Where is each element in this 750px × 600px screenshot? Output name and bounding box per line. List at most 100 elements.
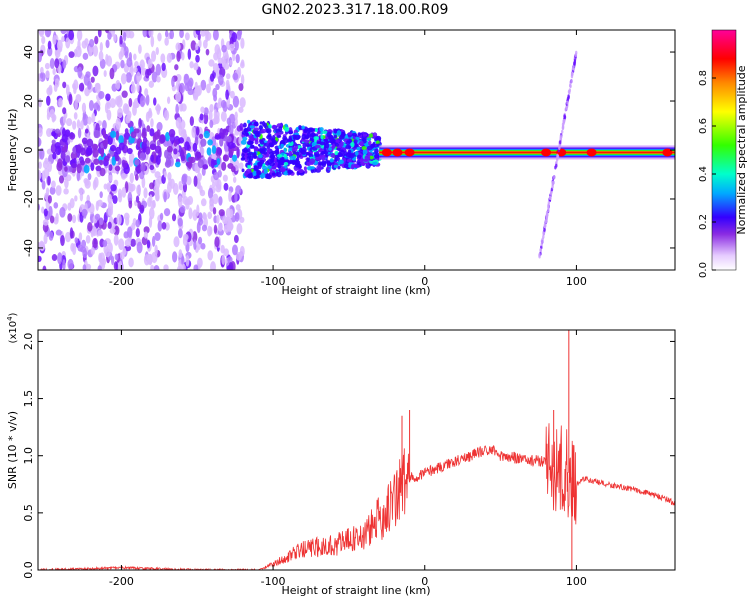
spectrogram-cell — [128, 152, 135, 164]
spectrogram-cell — [374, 137, 379, 142]
spectrogram-cell — [163, 208, 171, 217]
spectrogram-cell — [130, 131, 137, 139]
spectrogram-cell — [240, 157, 246, 161]
spectrogram-cell — [223, 63, 230, 70]
spectrogram-cell — [320, 135, 324, 140]
spectrogram-cell — [216, 67, 220, 79]
spectrogram-cell — [207, 156, 212, 165]
spectrogram-cell — [271, 172, 276, 176]
spectrogram-cell — [315, 144, 321, 149]
spectrogram-cell — [206, 83, 211, 94]
spectrogram-cell — [65, 174, 72, 182]
spectrogram-cell — [76, 163, 82, 174]
spectrogram-cell — [319, 127, 324, 132]
spectrogram-cell — [99, 58, 106, 69]
spectrogram-cell — [222, 154, 229, 162]
spectrogram-cell — [132, 101, 139, 109]
spectrogram-cell — [136, 184, 141, 196]
spectrogram-cell — [68, 93, 73, 106]
streak-cell — [562, 119, 566, 124]
spectrogram-cell — [358, 141, 364, 147]
spectrogram-cell — [215, 83, 220, 91]
spectrogram-cell — [268, 124, 272, 129]
spectrogram-cell — [69, 227, 74, 239]
spectrogram-cell — [192, 209, 198, 221]
spectrogram-cell — [178, 228, 183, 239]
spectrogram-cell — [185, 200, 190, 210]
streak-cell — [538, 253, 541, 258]
spectrogram-cell — [214, 236, 220, 248]
spectrogram-cell — [173, 236, 180, 248]
spectrogram-cell — [77, 127, 82, 139]
streak-cell — [544, 223, 547, 228]
spectrogram-cell — [209, 197, 214, 205]
spectrogram-cell — [92, 45, 99, 57]
spectrogram-cell — [259, 121, 263, 125]
spectrogram-cell — [55, 185, 62, 196]
spectrogram-cell — [129, 172, 134, 184]
spectrogram-cell — [151, 235, 156, 247]
spectrogram-cell — [68, 51, 75, 58]
spectrogram-cell — [178, 249, 183, 259]
spectrogram-cell — [210, 261, 216, 270]
spectrogram-cell — [107, 206, 114, 217]
spectral-peak — [404, 148, 415, 157]
spectrogram-cell — [150, 50, 157, 62]
spectrogram-cell — [242, 122, 247, 128]
spectrogram-cell — [197, 159, 205, 169]
spectrogram-cell — [115, 117, 122, 130]
spectrogram-cell — [326, 131, 332, 137]
spectrogram-cell — [53, 202, 59, 209]
spectrogram-cell — [172, 251, 178, 263]
spectrogram-cell — [57, 252, 63, 265]
spectral-line-band — [379, 151, 675, 154]
spectrogram-cell — [85, 263, 92, 270]
spectrogram-cell — [291, 146, 298, 152]
spectrogram-cell — [98, 50, 104, 61]
spectrogram-cell — [200, 198, 207, 207]
spectrogram-cell — [135, 228, 140, 238]
spectrogram-cell — [241, 148, 246, 153]
spectrogram-cell — [357, 132, 362, 136]
spectrogram-cell — [99, 167, 106, 177]
spectrogram-cell — [174, 64, 179, 71]
spectrogram-cell — [72, 243, 77, 256]
spectrogram-cell — [41, 206, 45, 214]
spectrogram-cell — [68, 30, 75, 41]
spectrogram-cell — [51, 254, 58, 262]
spectrogram-cell — [211, 181, 216, 188]
spectrogram-cell — [181, 263, 186, 270]
spectrogram-cell — [216, 214, 220, 224]
snr-axes: -200 -100 0 100 0.0 0.5 1.0 1.5 2.0 — [22, 330, 675, 588]
spectrogram-cell — [90, 229, 94, 238]
spectrogram-cell — [253, 127, 260, 132]
spectrogram-cell — [105, 93, 111, 101]
spectrogram-cell — [126, 110, 132, 120]
spectrogram-cell — [282, 136, 288, 141]
spectrogram-cell — [40, 66, 44, 75]
spectrogram-cell — [202, 212, 207, 220]
spectrogram-cell — [157, 220, 163, 232]
spectrogram-cell — [345, 140, 351, 146]
spectrogram-cell — [128, 97, 133, 108]
spectrogram-cell — [128, 200, 133, 209]
spectrogram-cell — [328, 139, 333, 144]
spectrogram-cell — [125, 72, 132, 83]
spectrogram-cell — [95, 165, 102, 172]
spectrogram-cell — [325, 140, 330, 144]
spectrogram-cell — [276, 154, 283, 158]
spectrogram-cell — [150, 154, 154, 162]
spectrogram-cell — [38, 170, 42, 180]
streak-cell — [561, 125, 565, 130]
spectrogram-cell — [221, 44, 227, 53]
spectrogram-cell — [54, 128, 61, 134]
spectrogram-cell — [160, 53, 166, 64]
spectrogram-cell — [62, 259, 66, 270]
spectrogram-cell — [163, 191, 167, 203]
spectrogram-cell — [61, 146, 66, 153]
spectrogram-cell — [127, 191, 133, 204]
spectrogram-cell — [180, 103, 187, 112]
spectrogram-cell — [234, 117, 238, 127]
spectrogram-cell — [350, 141, 355, 148]
spectrogram-cell — [94, 35, 99, 45]
